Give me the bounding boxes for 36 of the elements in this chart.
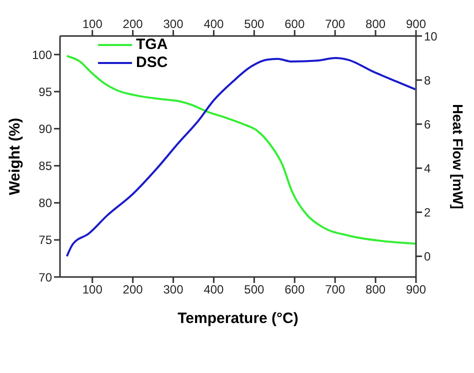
x2-tick-label: 600 (284, 282, 305, 297)
x-axis-title: Temperature (°C) (178, 310, 298, 327)
x-tick-label: 500 (244, 17, 265, 31)
x-tick-label: 700 (325, 17, 346, 31)
legend-label: DSC (136, 54, 168, 72)
x-tick-label: 400 (204, 17, 224, 31)
y2-tick-label: 10 (424, 29, 438, 44)
y2-tick-label: 2 (424, 205, 431, 220)
x2-tick-label: 700 (325, 282, 346, 297)
y2-tick-label: 8 (424, 73, 431, 88)
x2-tick-label: 900 (406, 282, 426, 297)
y2-tick-label: 4 (424, 161, 431, 176)
x2-tick-label: 400 (204, 282, 224, 297)
x2-tick-label: 800 (366, 282, 386, 297)
y2-tick-label: 6 (424, 117, 431, 132)
x-tick-label: 100 (82, 17, 103, 31)
y-tick-label: 70 (38, 270, 52, 284)
x-tick-label: 200 (122, 17, 144, 31)
x2-tick-label: 500 (244, 282, 265, 297)
y2-axis-title: Heat Flow [mW] (450, 104, 466, 209)
y-axis-title: Weight (%) (6, 118, 24, 196)
y-tick-label: 95 (38, 84, 52, 99)
x2-tick-label: 100 (82, 282, 103, 297)
x2-tick-label: 200 (122, 282, 144, 297)
y-tick-label: 90 (38, 122, 52, 136)
y-tick-label: 85 (38, 159, 52, 174)
y-tick-label: 80 (38, 196, 52, 210)
x-tick-label: 800 (366, 17, 386, 31)
x-tick-label: 600 (284, 17, 305, 31)
x-tick-label: 900 (406, 17, 426, 31)
x2-tick-label: 300 (163, 282, 184, 297)
x-tick-label: 300 (163, 17, 184, 31)
y2-tick-label: 0 (424, 250, 431, 264)
legend-label: TGA (136, 36, 168, 54)
y-tick-label: 100 (32, 48, 52, 62)
y-tick-label: 75 (38, 233, 52, 248)
